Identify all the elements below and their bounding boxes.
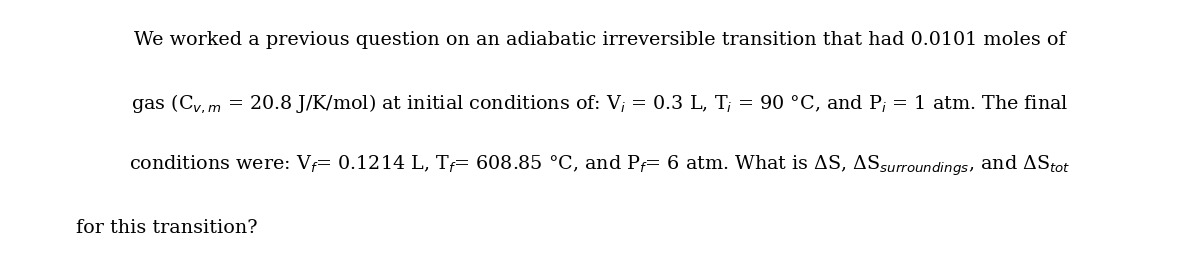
Text: gas (C$_{v,m}$ = 20.8 J/K/mol) at initial conditions of: V$_i$ = 0.3 L, T$_i$ = : gas (C$_{v,m}$ = 20.8 J/K/mol) at initia… [131, 92, 1069, 115]
Text: for this transition?: for this transition? [76, 220, 257, 237]
Text: conditions were: V$_f$= 0.1214 L, T$_f$= 608.85 °C, and P$_f$= 6 atm. What is ΔS: conditions were: V$_f$= 0.1214 L, T$_f$=… [130, 153, 1070, 178]
Text: We worked a previous question on an adiabatic irreversible transition that had 0: We worked a previous question on an adia… [134, 32, 1066, 49]
